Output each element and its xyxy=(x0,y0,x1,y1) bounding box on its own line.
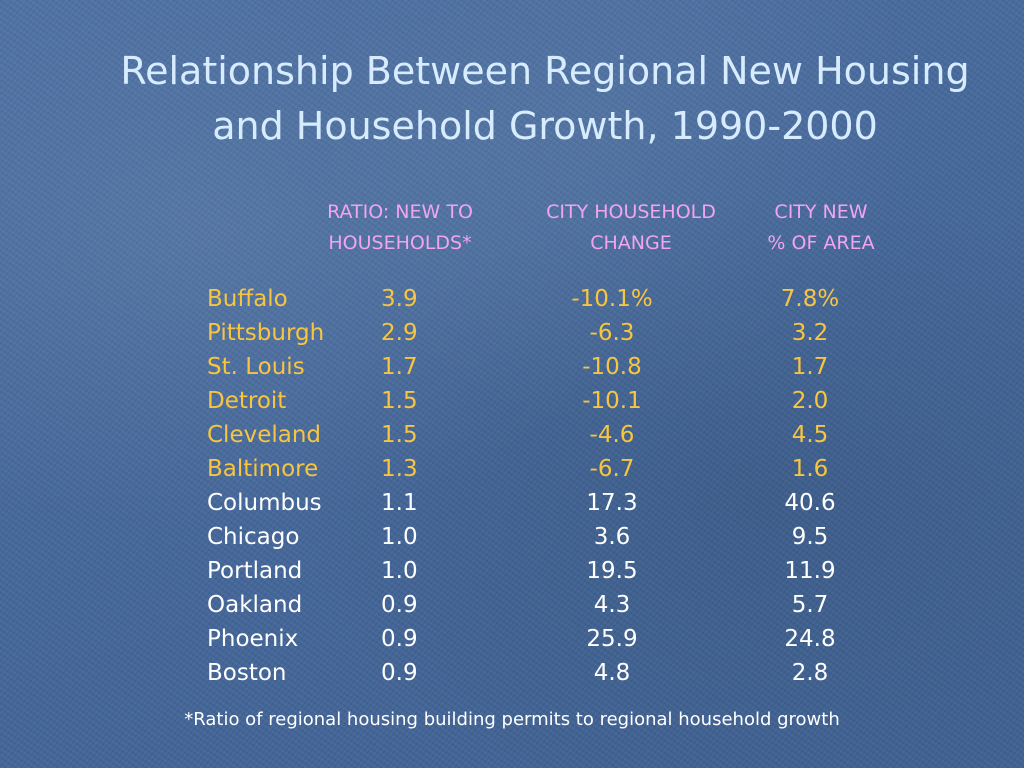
table-row: Portland 1.0 19.5 11.9 xyxy=(0,554,1024,588)
ratio-cell: 0.9 xyxy=(381,660,418,686)
new-area-cell: 7.8% xyxy=(780,286,840,312)
ratio-cell: 1.5 xyxy=(381,388,418,414)
ratio-cell: 1.1 xyxy=(381,490,418,516)
table-row: Baltimore 1.3 -6.7 1.6 xyxy=(0,452,1024,486)
ratio-cell: 3.9 xyxy=(381,286,418,312)
new-area-cell: 4.5 xyxy=(791,422,829,448)
header-new-area: CITY NEW % OF AREA xyxy=(748,197,894,259)
ratio-cell: 1.5 xyxy=(381,422,418,448)
new-area-cell: 24.8 xyxy=(784,626,836,652)
table-row: Detroit 1.5 -10.1 2.0 xyxy=(0,384,1024,418)
table-row: Cleveland 1.5 -4.6 4.5 xyxy=(0,418,1024,452)
header-household-change: CITY HOUSEHOLD CHANGE xyxy=(520,197,742,259)
city-cell: Columbus xyxy=(207,490,322,516)
header-ratio-line-1: RATIO: NEW TO xyxy=(327,201,473,223)
ratio-cell: 1.0 xyxy=(381,558,418,584)
city-cell: Oakland xyxy=(207,592,303,618)
data-table: Buffalo 3.9 -10.1% 7.8% Pittsburgh 2.9 -6.3 3.2… xyxy=(0,282,1024,690)
household-change-cell: -10.1% xyxy=(571,286,653,312)
household-change-cell: -10.1 xyxy=(582,388,642,414)
household-change-cell: 4.8 xyxy=(593,660,631,686)
household-change-cell: 19.5 xyxy=(586,558,638,584)
header-change-line-2: CHANGE xyxy=(590,232,672,254)
household-change-cell: -10.8 xyxy=(582,354,642,380)
header-change-line-1: CITY HOUSEHOLD xyxy=(546,201,716,223)
footnote: *Ratio of regional housing building perm… xyxy=(184,709,840,730)
new-area-cell: 11.9 xyxy=(784,558,836,584)
ratio-cell: 0.9 xyxy=(381,626,418,652)
table-row: Pittsburgh 2.9 -6.3 3.2 xyxy=(0,316,1024,350)
new-area-cell: 2.8 xyxy=(791,660,829,686)
city-cell: Phoenix xyxy=(207,626,299,652)
new-area-cell: 3.2 xyxy=(791,320,829,346)
new-area-cell: 9.5 xyxy=(791,524,829,550)
table-row: Columbus 1.1 17.3 40.6 xyxy=(0,486,1024,520)
table-row: Boston 0.9 4.8 2.8 xyxy=(0,656,1024,690)
title-line-1: Relationship Between Regional New Housin… xyxy=(120,49,970,93)
header-area-line-2: % OF AREA xyxy=(767,232,875,254)
table-row: Chicago 1.0 3.6 9.5 xyxy=(0,520,1024,554)
title-line-2: and Household Growth, 1990-2000 xyxy=(212,104,878,148)
header-ratio-line-2: HOUSEHOLDS* xyxy=(328,232,472,254)
ratio-cell: 1.0 xyxy=(381,524,418,550)
table-row: Buffalo 3.9 -10.1% 7.8% xyxy=(0,282,1024,316)
new-area-cell: 2.0 xyxy=(791,388,829,414)
household-change-cell: -6.7 xyxy=(589,456,635,482)
city-cell: Detroit xyxy=(207,388,287,414)
table-row: Phoenix 0.9 25.9 24.8 xyxy=(0,622,1024,656)
city-cell: St. Louis xyxy=(207,354,305,380)
ratio-cell: 1.3 xyxy=(381,456,418,482)
household-change-cell: 4.3 xyxy=(593,592,631,618)
new-area-cell: 1.7 xyxy=(791,354,829,380)
table-row: Oakland 0.9 4.3 5.7 xyxy=(0,588,1024,622)
ratio-cell: 1.7 xyxy=(381,354,418,380)
city-cell: Chicago xyxy=(207,524,300,550)
city-cell: Pittsburgh xyxy=(207,320,325,346)
header-area-line-1: CITY NEW xyxy=(774,201,868,223)
household-change-cell: -6.3 xyxy=(589,320,635,346)
ratio-cell: 2.9 xyxy=(381,320,418,346)
new-area-cell: 1.6 xyxy=(791,456,829,482)
household-change-cell: 17.3 xyxy=(586,490,638,516)
household-change-cell: 3.6 xyxy=(593,524,631,550)
household-change-cell: -4.6 xyxy=(589,422,635,448)
ratio-cell: 0.9 xyxy=(381,592,418,618)
table-row: St. Louis 1.7 -10.8 1.7 xyxy=(0,350,1024,384)
city-cell: Cleveland xyxy=(207,422,322,448)
slide-title: Relationship Between Regional New Housin… xyxy=(80,44,1010,154)
city-cell: Baltimore xyxy=(207,456,319,482)
header-ratio: RATIO: NEW TO HOUSEHOLDS* xyxy=(296,197,504,259)
city-cell: Boston xyxy=(207,660,287,686)
city-cell: Portland xyxy=(207,558,303,584)
household-change-cell: 25.9 xyxy=(586,626,638,652)
new-area-cell: 40.6 xyxy=(784,490,836,516)
city-cell: Buffalo xyxy=(207,286,288,312)
new-area-cell: 5.7 xyxy=(791,592,829,618)
